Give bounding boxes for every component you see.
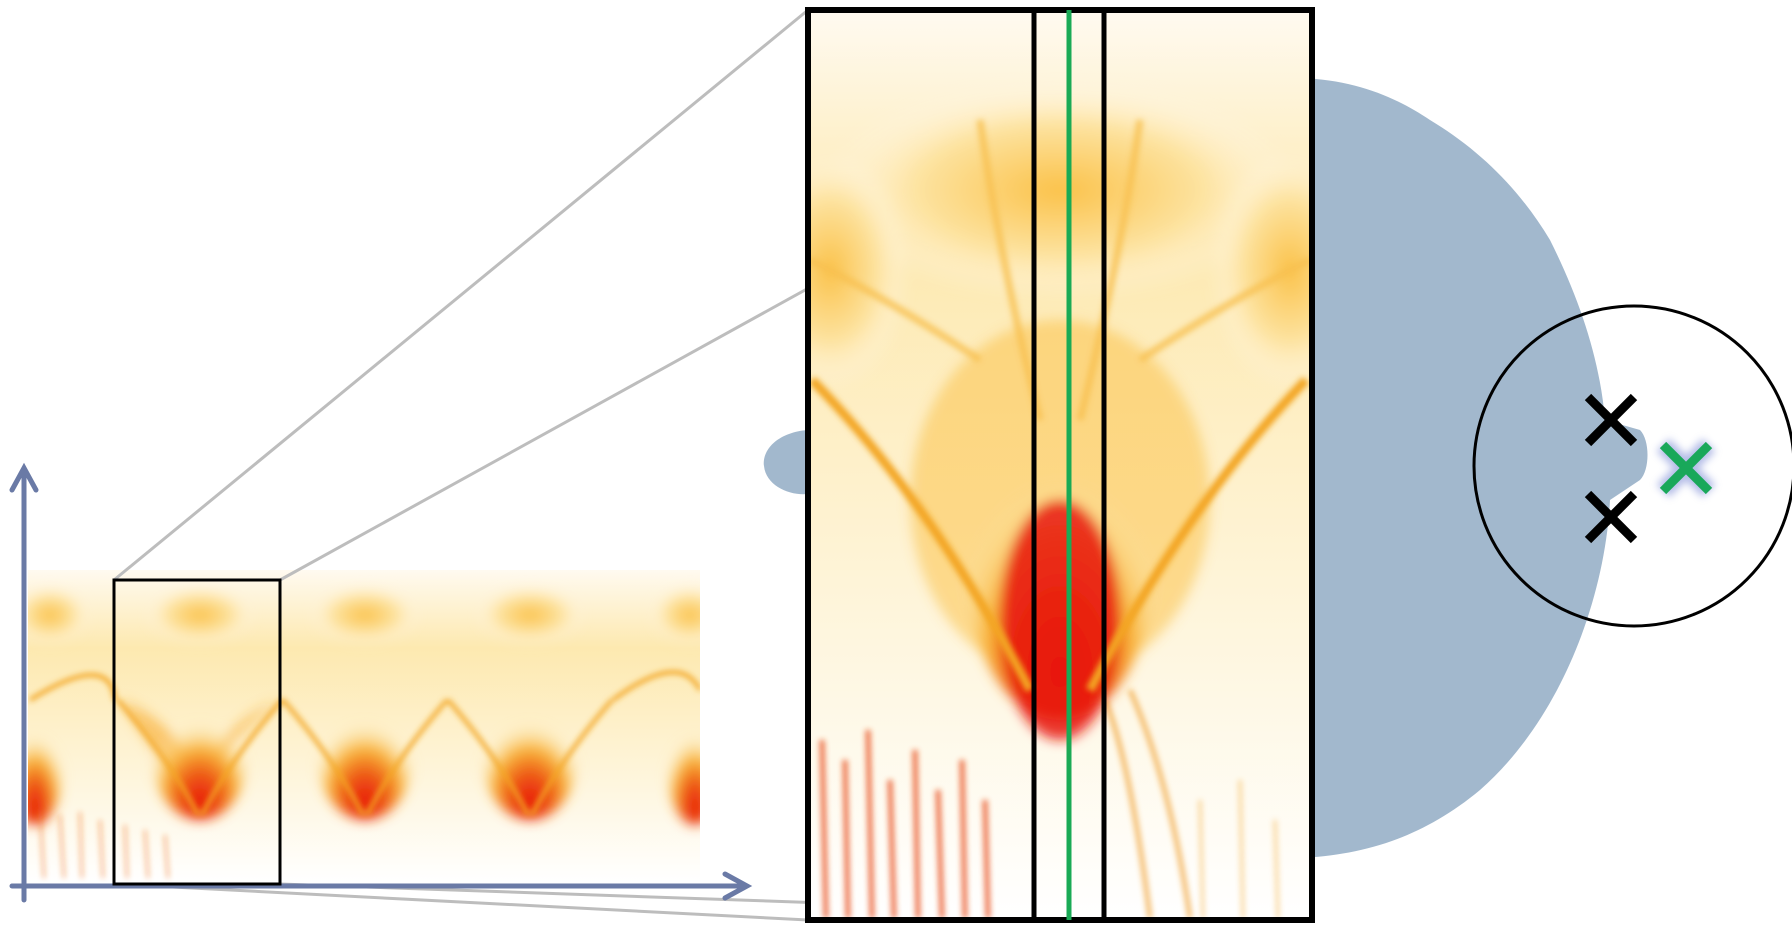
black-cross-upper-icon [1584,393,1638,447]
zoomed-frame [805,7,1315,923]
axes [9,462,753,903]
black-cross-lower-icon [1584,490,1638,544]
green-cross-icon [1659,441,1713,495]
small-heatmap [28,570,700,882]
small-selection-frame [112,578,282,886]
blue-blob-left-tab [763,430,808,495]
zoomed-heatmap [808,12,1310,918]
inset-circle [1472,304,1792,628]
x-axis-arrow [722,871,753,901]
y-axis-arrow [9,462,39,493]
